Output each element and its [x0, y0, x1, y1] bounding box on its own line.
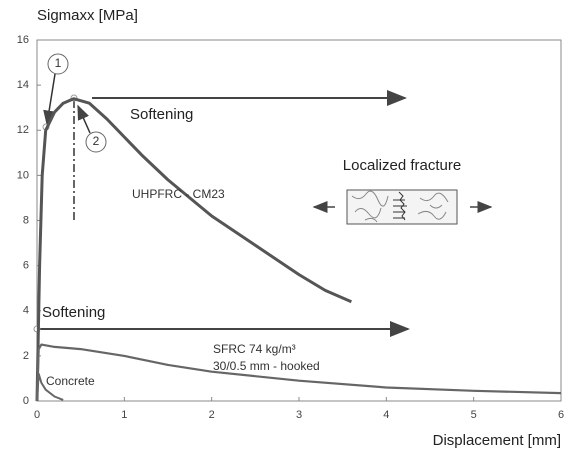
annotation: Localized fracture	[343, 157, 461, 174]
callout-circle	[85, 131, 107, 153]
annotation: Softening	[42, 304, 105, 321]
callout-circle	[47, 53, 69, 75]
annotation: 2	[93, 134, 100, 148]
y-tick-label: 0	[23, 395, 29, 407]
y-axis-label: Sigmaxx [MPa]	[37, 7, 138, 24]
series-label: Concrete	[46, 374, 95, 388]
series-label: SFRC 74 kg/m³	[213, 342, 296, 356]
annotation: Softening	[130, 106, 193, 123]
y-tick-label: 8	[23, 214, 29, 226]
arrow	[77, 104, 91, 134]
x-tick-label: 3	[296, 409, 302, 421]
annotation: 30/0.5 mm - hooked	[213, 359, 320, 373]
y-tick-label: 6	[23, 260, 29, 272]
x-tick-label: 2	[209, 409, 215, 421]
series-line	[36, 372, 64, 402]
y-tick-label: 14	[17, 79, 29, 91]
arrow	[43, 73, 56, 126]
y-tick-label: 16	[17, 34, 29, 46]
y-tick-label: 12	[17, 124, 29, 136]
x-tick-label: 4	[383, 409, 389, 421]
x-tick-label: 6	[558, 409, 564, 421]
x-axis-label: Displacement [mm]	[433, 432, 561, 449]
annotation: 1	[55, 56, 62, 70]
y-tick-label: 4	[23, 305, 29, 317]
plot-frame	[36, 39, 562, 402]
fracture-sketch	[312, 189, 493, 225]
series-label: UHPFRC - CM23	[132, 187, 225, 201]
x-tick-label: 0	[34, 409, 40, 421]
series-line	[35, 343, 562, 402]
series-line	[35, 97, 352, 402]
x-tick-label: 1	[121, 409, 127, 421]
y-tick-label: 10	[17, 169, 29, 181]
y-tick-label: 2	[23, 350, 29, 362]
x-tick-label: 5	[471, 409, 477, 421]
